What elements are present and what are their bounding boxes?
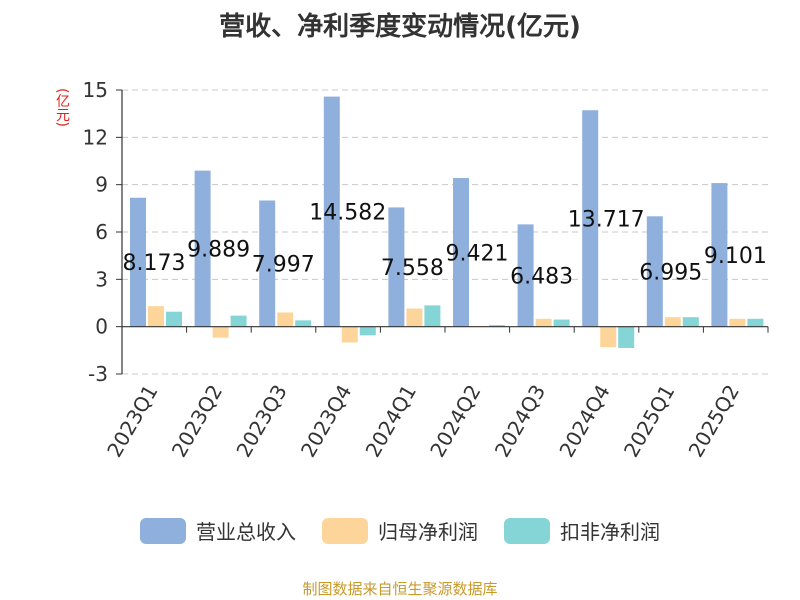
data-label: 6.995	[639, 260, 702, 285]
bar-s0-2025Q2	[711, 183, 728, 327]
bar-s2-2023Q1	[166, 311, 182, 327]
x-tick-label: 2025Q2	[684, 381, 744, 462]
x-tick-label: 2024Q1	[361, 381, 421, 462]
x-tick-label: 2025Q1	[619, 381, 679, 462]
legend-label-net-profit: 归母净利润	[378, 520, 478, 544]
data-label: 14.582	[309, 201, 386, 226]
bar-s0-2024Q3	[517, 224, 534, 327]
bar-s0-2023Q2	[194, 170, 211, 327]
data-label: 7.997	[252, 253, 315, 278]
x-tick-label: 2024Q4	[554, 381, 614, 462]
bar-s2-2023Q4	[359, 326, 376, 336]
legend-label-revenue: 营业总收入	[196, 520, 296, 544]
data-label: 9.101	[704, 244, 767, 269]
bar-s1-2025Q2	[729, 318, 746, 327]
bar-s0-2024Q1	[388, 207, 405, 327]
legend: 营业总收入 归母净利润 扣非净利润	[0, 516, 800, 545]
data-label: 8.173	[123, 251, 186, 276]
legend-swatch-net-profit	[322, 517, 368, 544]
data-label: 13.717	[568, 207, 645, 232]
bar-s0-2024Q2	[453, 178, 469, 327]
legend-item-deducted-profit[interactable]: 扣非净利润	[504, 516, 660, 545]
bar-s0-2023Q3	[259, 200, 276, 327]
legend-swatch-revenue	[140, 517, 186, 544]
bar-s0-2025Q1	[646, 216, 663, 327]
bar-s2-2024Q4	[618, 326, 635, 348]
bar-s1-2024Q4	[600, 326, 617, 348]
bar-s1-2024Q3	[535, 318, 552, 327]
data-label: 7.558	[381, 256, 444, 281]
data-label: 9.421	[446, 241, 509, 266]
bar-s0-2023Q4	[323, 96, 340, 327]
y-tick-label: 0	[95, 315, 108, 339]
data-label: 9.889	[187, 238, 250, 263]
bar-s0-2024Q4	[582, 110, 599, 327]
legend-item-revenue[interactable]: 营业总收入	[140, 516, 296, 545]
legend-swatch-deducted-profit	[504, 517, 550, 544]
bar-s2-2025Q1	[682, 317, 699, 327]
bar-s1-2023Q2	[212, 326, 229, 338]
legend-label-deducted-profit: 扣非净利润	[560, 520, 660, 544]
bar-s2-2024Q3	[553, 319, 570, 327]
data-label: 6.483	[510, 265, 573, 290]
bar-s2-2025Q2	[747, 318, 764, 327]
y-axis-label: (亿元)	[54, 88, 70, 127]
bar-s1-2023Q4	[341, 326, 358, 343]
x-tick-label: 2024Q2	[425, 381, 485, 462]
chart-title: 营收、净利季度变动情况(亿元)	[219, 12, 581, 42]
x-tick-label: 2023Q1	[102, 381, 162, 462]
y-tick-label: 15	[83, 78, 108, 102]
legend-item-net-profit[interactable]: 归母净利润	[322, 516, 478, 545]
y-tick-label: 12	[83, 125, 108, 149]
bar-s0-2023Q1	[130, 197, 146, 327]
source-note: 制图数据来自恒生聚源数据库	[302, 580, 498, 598]
bar-s1-2023Q1	[148, 306, 164, 327]
y-tick-label: 9	[95, 173, 108, 197]
bar-s2-2023Q3	[295, 320, 312, 327]
bar-s2-2024Q1	[424, 305, 441, 327]
x-tick-label: 2024Q3	[490, 381, 550, 462]
bar-s1-2024Q1	[406, 308, 423, 327]
y-tick-label: 6	[95, 220, 108, 244]
bar-s2-2023Q2	[230, 315, 247, 327]
x-tick-label: 2023Q4	[296, 381, 356, 462]
x-tick-label: 2023Q3	[231, 381, 291, 462]
y-tick-label: 3	[95, 267, 108, 291]
x-tick-label: 2023Q2	[167, 381, 227, 462]
bar-s1-2025Q1	[664, 317, 681, 327]
y-tick-label: -3	[88, 362, 108, 386]
bar-s2-2024Q2	[489, 325, 505, 327]
bar-s1-2023Q3	[277, 312, 294, 327]
